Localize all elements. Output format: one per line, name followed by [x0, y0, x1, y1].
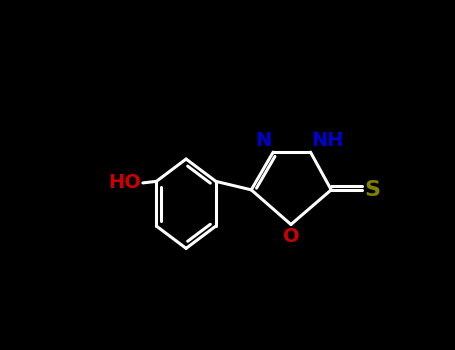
Text: NH: NH [311, 131, 344, 150]
Text: O: O [283, 227, 299, 246]
Text: HO: HO [109, 173, 142, 193]
Text: N: N [256, 131, 272, 150]
Text: S: S [364, 180, 380, 200]
